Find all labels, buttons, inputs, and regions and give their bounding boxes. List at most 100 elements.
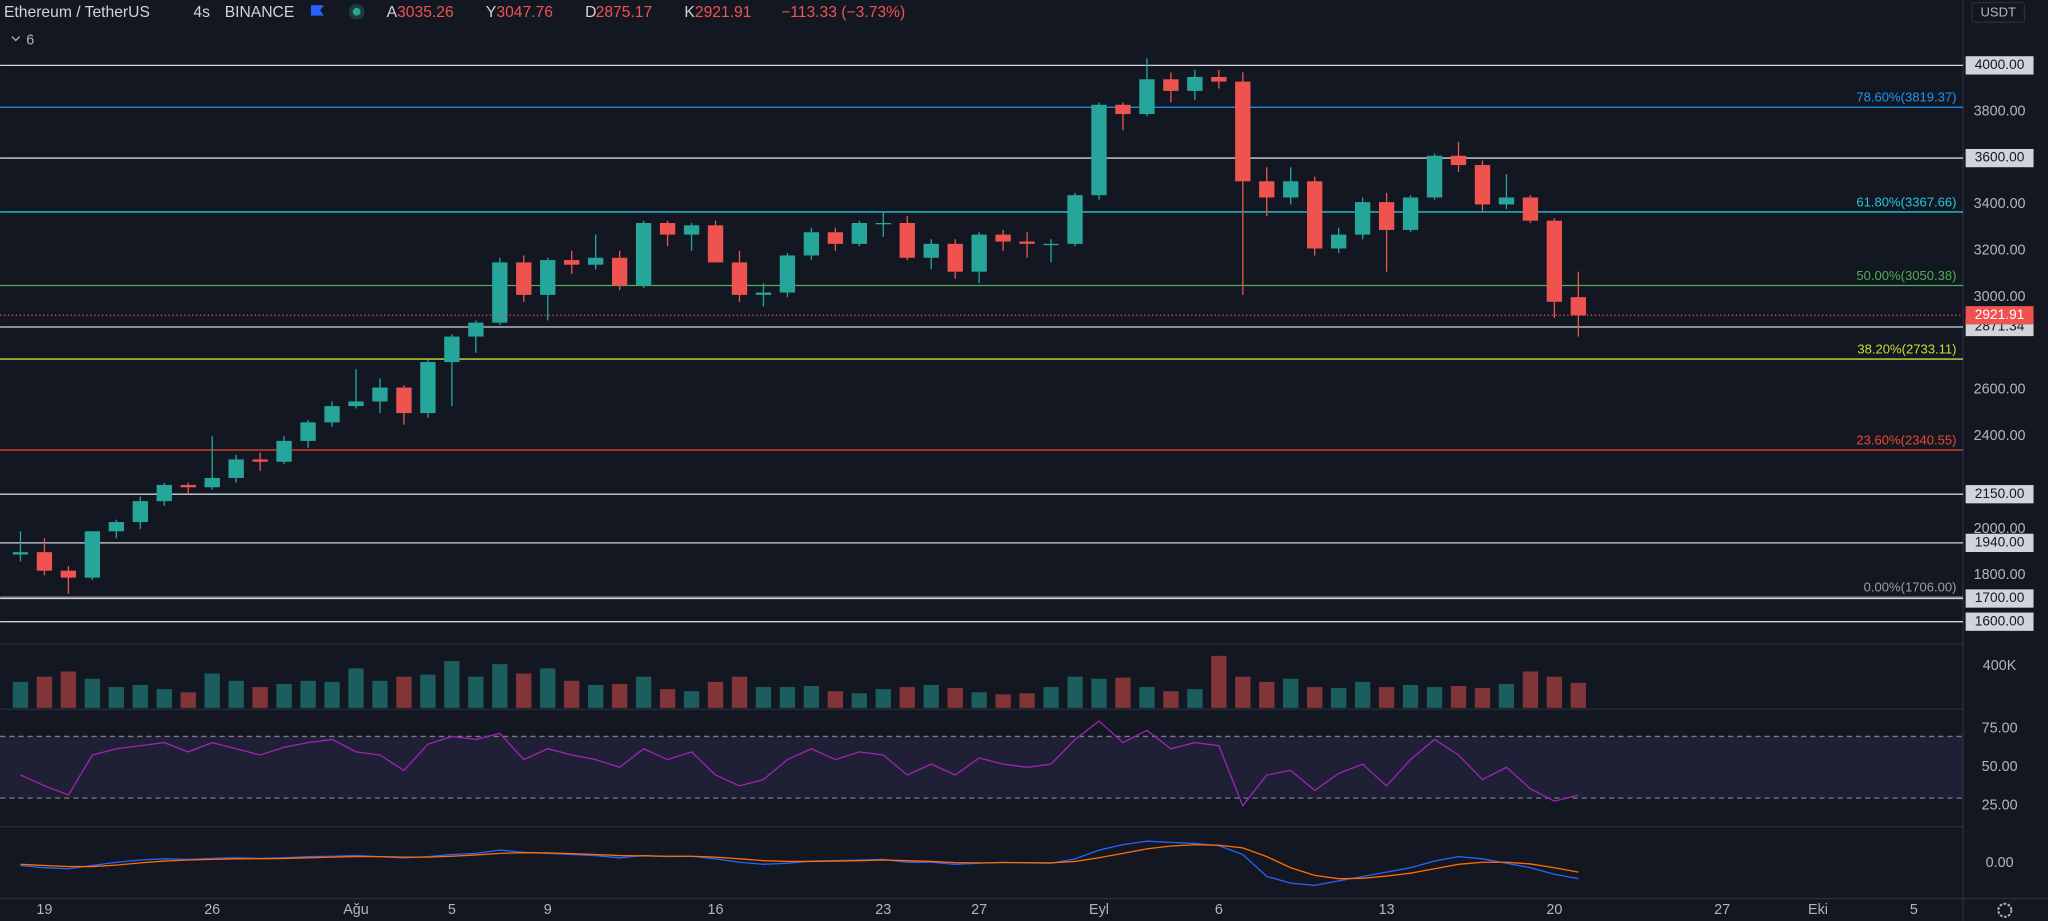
volume-bar (1402, 684, 1419, 708)
fib-label: 23.60%(2340.55) (1856, 432, 1956, 447)
price-box-label: 2150.00 (1975, 486, 2025, 501)
volume-bar (995, 694, 1011, 708)
fib-label: 50.00%(3050.38) (1856, 268, 1956, 283)
volume-bar (1354, 681, 1371, 708)
ohlc-key: D (585, 4, 596, 21)
price-box (1965, 533, 2034, 553)
volume-bar (611, 683, 628, 708)
x-tick-label: 6 (1215, 902, 1223, 918)
candle-body (372, 387, 388, 402)
candle-body (228, 459, 244, 478)
y-tick-label: 3400.00 (1974, 196, 2026, 212)
candle-body (1235, 81, 1251, 182)
y-tick-label: 3000.00 (1974, 289, 2026, 305)
candle-body (899, 222, 915, 258)
candle-body (156, 484, 172, 502)
candle-body (1163, 79, 1179, 91)
x-tick-label: 19 (36, 902, 52, 918)
candle-body (659, 222, 676, 235)
candle-body (1474, 165, 1491, 205)
volume-bar (252, 687, 268, 708)
candle-body (1283, 181, 1299, 198)
volume-bar (1067, 676, 1083, 708)
volume-bar (516, 673, 532, 708)
volume-bar (132, 684, 148, 708)
price-box (1965, 589, 2034, 608)
candle-body (276, 440, 292, 462)
volume-bar (1307, 687, 1323, 708)
x-tick-label: 16 (708, 902, 724, 918)
volume-bar (731, 676, 748, 708)
candle-body (1067, 195, 1083, 244)
candle-body (1139, 79, 1155, 115)
volume-bar (1163, 691, 1179, 708)
x-tick-label: Ağu (343, 902, 369, 918)
candle-body (60, 570, 77, 578)
y-tick-label: 2600.00 (1974, 382, 2026, 398)
ohlc-value: 3047.76 (496, 4, 553, 21)
x-tick-label: Eyl (1089, 902, 1109, 918)
ohlc-value: 2875.17 (596, 4, 653, 21)
volume-bar (707, 681, 724, 708)
candle-body (324, 406, 340, 423)
volume-bar (1091, 678, 1107, 708)
y-tick-label: 0.00 (1986, 855, 2014, 871)
flag-icon[interactable] (310, 5, 324, 16)
candle-body (444, 336, 460, 363)
candle-body (1354, 202, 1371, 235)
volume-bar (803, 686, 820, 708)
volume-bar (324, 681, 340, 708)
ohlc-key: Y (486, 4, 497, 21)
candle-body (1211, 76, 1227, 82)
candle-body (1570, 297, 1587, 316)
candle-body (1331, 234, 1347, 249)
candle-body (755, 292, 772, 295)
volume-bar (683, 691, 700, 708)
candle-body (516, 262, 532, 295)
x-tick-label: 26 (204, 902, 220, 918)
indicator-count[interactable]: 6 (26, 32, 34, 48)
volume-bar (372, 680, 388, 708)
price-box-label: 1600.00 (1975, 613, 2025, 628)
y-tick-label: 2400.00 (1974, 428, 2026, 444)
volume-bar (827, 691, 844, 708)
candle-body (108, 522, 124, 532)
currency[interactable]: USDT (1981, 5, 2017, 20)
volume-bar (779, 687, 796, 708)
volume-bar (204, 673, 220, 708)
candle-body (947, 243, 963, 272)
candle-body (1019, 241, 1035, 244)
volume-bar (300, 680, 316, 708)
volume-bar (588, 684, 604, 708)
candle-body (971, 234, 987, 272)
volume-bar (1426, 687, 1443, 708)
candle-body (396, 387, 412, 414)
volume-bar (659, 689, 676, 708)
volume-bar (923, 684, 939, 708)
price-box-label: 1700.00 (1975, 590, 2025, 605)
volume-bar (1546, 676, 1563, 708)
candle-body (1378, 202, 1395, 230)
y-tick-label: 1800.00 (1974, 567, 2026, 583)
volume-bar (468, 676, 484, 708)
y-tick-label: 400K (1983, 658, 2017, 674)
settings-icon[interactable] (1997, 902, 2013, 918)
x-tick-label: 9 (544, 902, 552, 918)
currency-box[interactable] (1971, 1, 2026, 23)
volume-bar (755, 687, 772, 708)
y-tick-label: 2000.00 (1974, 521, 2026, 537)
volume-bar (635, 676, 652, 708)
y-tick-label: 25.00 (1982, 798, 2018, 814)
candle-body (300, 422, 316, 441)
candle-body (84, 531, 101, 578)
volume-bar (276, 683, 292, 708)
collapse-icon[interactable] (11, 36, 21, 42)
x-tick-label: 5 (1910, 902, 1918, 918)
candle-body (611, 257, 628, 286)
volume-bar (564, 680, 580, 708)
volume-bar (396, 676, 412, 708)
candle-body (132, 501, 148, 523)
candle-body (1498, 197, 1515, 205)
